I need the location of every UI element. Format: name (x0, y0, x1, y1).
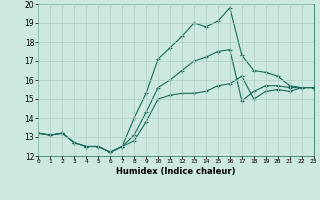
X-axis label: Humidex (Indice chaleur): Humidex (Indice chaleur) (116, 167, 236, 176)
